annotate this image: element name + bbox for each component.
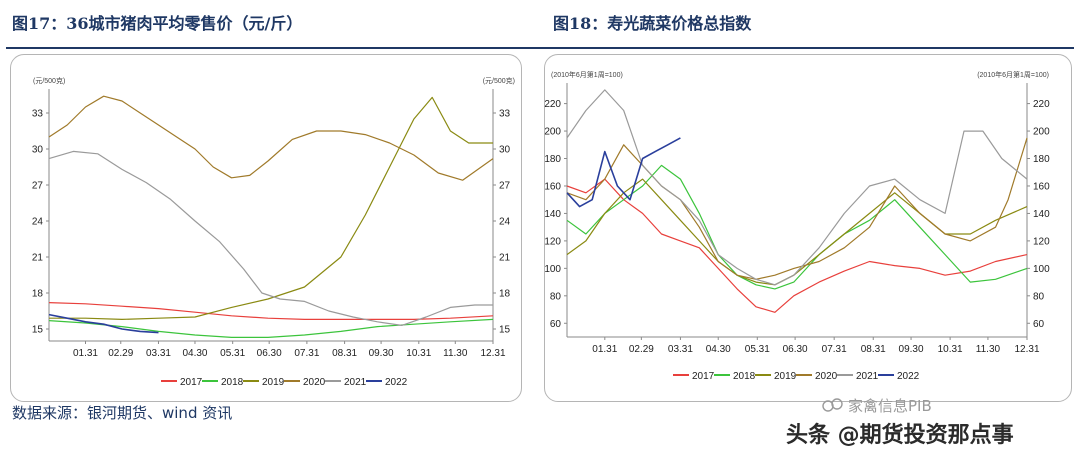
y-tick-label-right: 120 [1033,236,1050,247]
y-tick-label-right: 200 [1033,127,1050,138]
legend-label-2022: 2022 [385,377,408,388]
y-tick-label-right: 140 [1033,209,1050,220]
x-tick-label: 11.30 [443,348,468,359]
pork-price-chart-panel: 15 15 18 18 21 21 24 24 27 27 30 30 33 33 01.31 02.29 03… [10,54,522,402]
y-tick-label-left: 160 [544,181,561,192]
y-tick-label-right: 220 [1033,99,1050,110]
legend-label-2020: 2020 [815,371,838,382]
legend-label-2018: 2018 [733,371,756,382]
data-source: 数据来源：银河期货、wind 资讯 [12,404,233,422]
x-tick-label: 10.31 [938,344,963,355]
y-tick-label-right: 160 [1033,181,1050,192]
y-tick-label-left: 120 [544,236,561,247]
y-tick-label-right: 100 [1033,264,1050,275]
series-2022-line [48,313,159,334]
x-tick-label: 06.30 [783,344,808,355]
figure-18-title: 图18：寿光蔬菜价格总指数 [553,14,752,33]
y-tick-label-right: 21 [499,253,511,264]
series-2022-line [566,137,681,208]
x-tick-label: 12.31 [480,348,505,359]
y-tick-label-right: 60 [1033,319,1045,330]
y-tick-label-left: 80 [550,291,562,302]
pork-price-chart: 15 15 18 18 21 21 24 24 27 27 30 30 33 33 01.31 02.29 03… [32,77,515,388]
watermark-account: 家禽信息PIB [848,397,932,415]
y-tick-label-right: 180 [1033,154,1050,165]
x-tick-label: 08.31 [332,348,357,359]
figure-17-title: 图17：36城市猪肉平均零售价（元/斤） [12,14,303,33]
watermark-logo-icon [822,398,843,412]
series-2017-line [566,178,1028,313]
y-axis-unit-right: (2010年6月第1周=100) [977,70,1049,79]
series-2018-line [566,164,1028,290]
y-axis-unit-right: (元/500克) [483,77,515,85]
legend-label-2022: 2022 [897,371,920,382]
y-tick-label-left: 27 [32,181,44,192]
x-tick-label: 11.30 [976,344,1001,355]
x-tick-label: 09.30 [369,348,394,359]
x-tick-label: 03.31 [146,348,171,359]
y-tick-label-right: 24 [499,217,511,228]
y-tick-label-left: 33 [32,109,44,120]
y-tick-label-left: 180 [544,154,561,165]
y-tick-label-right: 15 [499,325,511,336]
watermark-platform: 头条 @期货投资那点事 [786,423,1014,448]
y-axis-unit-left: (元/500克) [33,77,65,85]
y-tick-label-left: 24 [32,217,44,228]
x-tick-label: 03.31 [668,344,693,355]
series-2021-line [48,150,493,326]
x-tick-label: 06.30 [257,348,282,359]
x-tick-label: 12.31 [1014,344,1039,355]
header-divider [6,47,1074,49]
x-tick-label: 02.29 [108,348,133,359]
legend-label-2019: 2019 [774,371,797,382]
legend-label-2017: 2017 [180,377,203,388]
y-tick-label-left: 140 [544,209,561,220]
legend-label-2021: 2021 [344,377,367,388]
y-tick-label-left: 18 [32,289,44,300]
series-2017-line [48,302,494,320]
vegetable-index-chart-panel: 60 60 80 80 100 100 120 120 140 140 160 160 180 180 20… [544,54,1072,402]
x-tick-label: 01.31 [73,348,98,359]
legend-label-2021: 2021 [856,371,879,382]
y-tick-label-right: 80 [1033,291,1045,302]
x-tick-label: 05.31 [745,344,770,355]
series-2021-line [566,89,1028,286]
y-tick-label-right: 27 [499,181,511,192]
legend-label-2020: 2020 [303,377,326,388]
y-tick-label-left: 15 [32,325,44,336]
series-2019-line [49,96,493,320]
y-tick-label-right: 30 [499,145,511,156]
y-tick-label-left: 60 [550,319,562,330]
series-2020-line [566,137,1028,280]
x-tick-label: 01.31 [592,344,617,355]
x-tick-label: 04.30 [706,344,731,355]
series-2018-line [48,318,494,338]
x-tick-label: 07.31 [294,348,319,359]
legend-label-2018: 2018 [221,377,244,388]
x-tick-label: 04.30 [182,348,207,359]
x-tick-label: 02.29 [629,344,654,355]
x-tick-label: 05.31 [220,348,245,359]
y-tick-label-right: 18 [499,289,511,300]
x-tick-label: 09.30 [899,344,924,355]
y-tick-label-right: 33 [499,109,511,120]
y-axis-unit-left: (2010年6月第1周=100) [551,70,623,79]
series-2020-line [48,95,494,181]
y-tick-label-left: 30 [32,145,44,156]
vegetable-index-chart: 60 60 80 80 100 100 120 120 140 140 160 160 180 180 20… [544,70,1050,382]
x-tick-label: 10.31 [406,348,431,359]
x-tick-label: 07.31 [822,344,847,355]
y-tick-label-left: 100 [544,264,561,275]
y-tick-label-left: 200 [544,127,561,138]
x-tick-label: 08.31 [861,344,886,355]
legend-label-2019: 2019 [262,377,285,388]
y-tick-label-left: 21 [32,253,44,264]
legend-label-2017: 2017 [692,371,715,382]
y-tick-label-left: 220 [544,99,561,110]
